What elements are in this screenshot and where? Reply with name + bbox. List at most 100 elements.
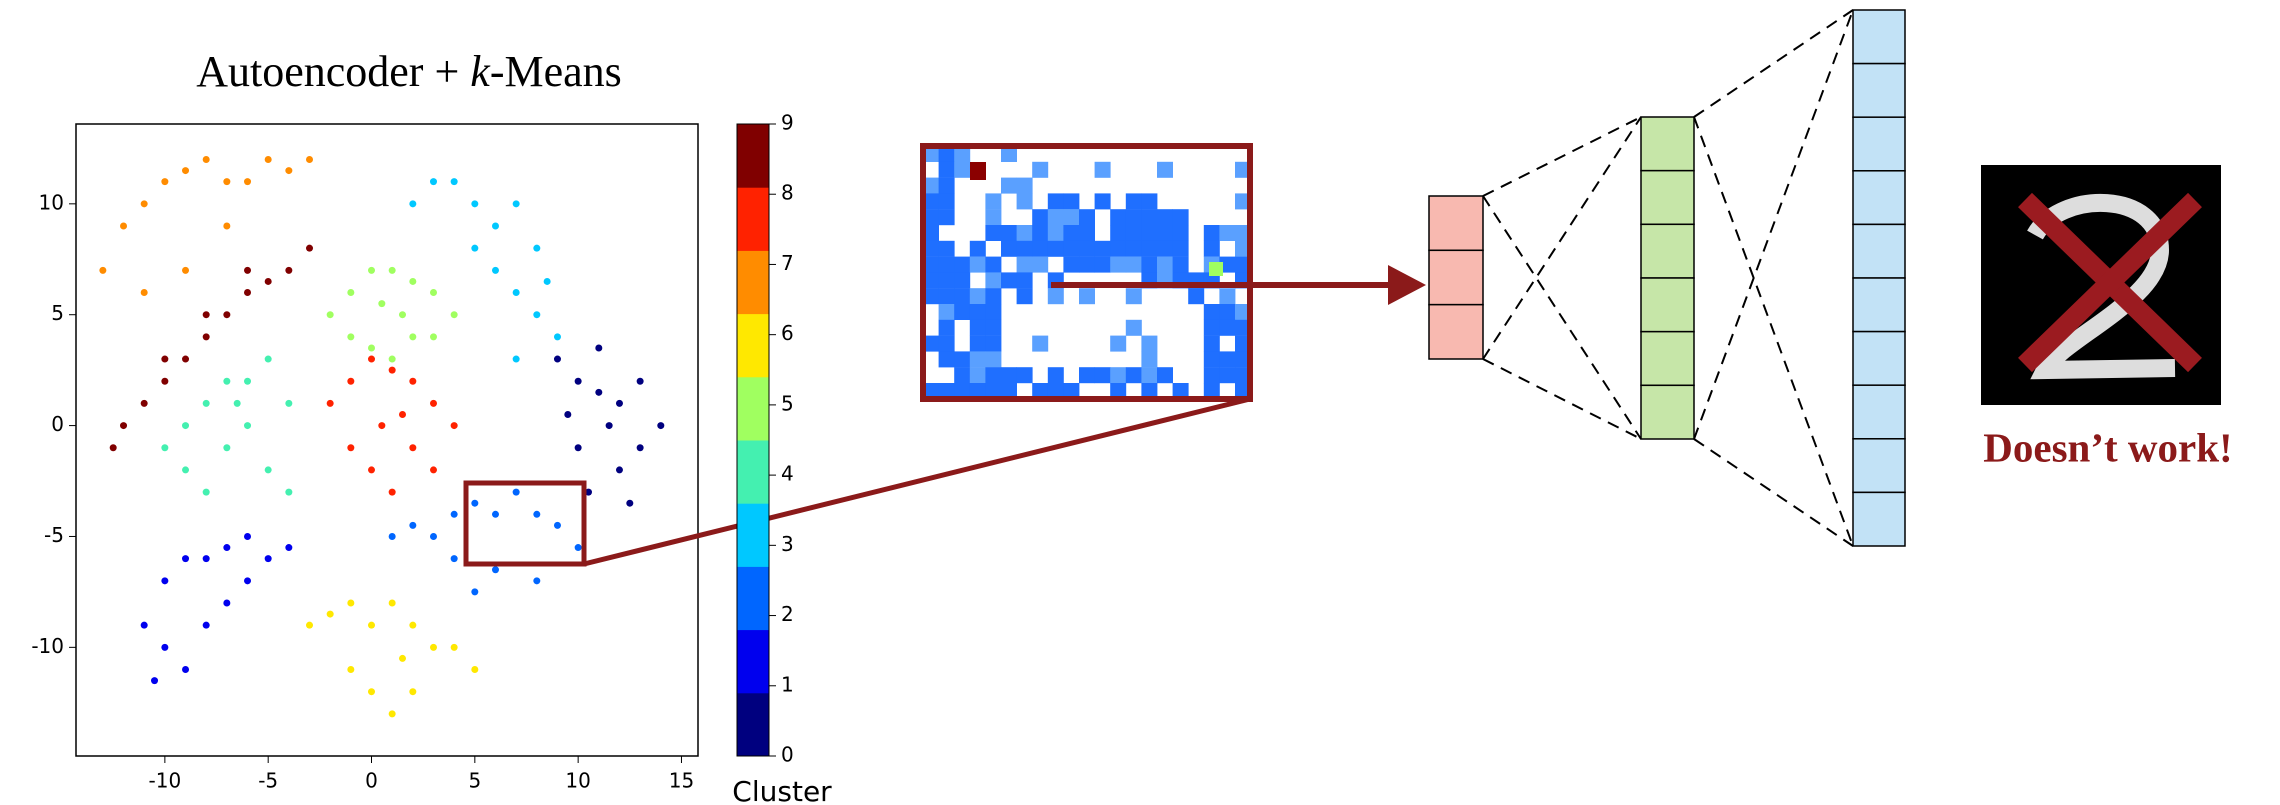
inset-pixel <box>954 288 971 305</box>
point <box>450 555 458 563</box>
y-tick-label: 5 <box>51 301 64 325</box>
inset-pixel <box>985 288 1002 305</box>
point <box>120 222 128 230</box>
neuron <box>1428 303 1484 360</box>
inset-pixel <box>1016 367 1033 384</box>
point <box>636 377 644 385</box>
point <box>409 521 417 529</box>
x-tick-label: -5 <box>258 769 278 793</box>
point <box>388 366 396 374</box>
inset-pixel <box>969 351 986 368</box>
inset-pixel <box>938 288 955 305</box>
inset-pixel <box>1079 288 1095 305</box>
colorbar-label: Cluster <box>732 775 832 805</box>
inset-pixel <box>1047 209 1064 226</box>
colorbar-band <box>737 250 769 315</box>
point <box>347 599 355 607</box>
colorbar-tick-label: 5 <box>781 391 794 415</box>
point <box>533 510 541 518</box>
point <box>595 344 603 352</box>
point <box>429 333 437 341</box>
point <box>636 444 644 452</box>
inset-pixel <box>1032 240 1049 257</box>
point <box>388 355 396 363</box>
neuron <box>1640 277 1695 333</box>
inset-pixel <box>1219 288 1236 305</box>
point <box>244 377 252 385</box>
inset-pixel <box>1157 209 1173 226</box>
inset-pixel <box>1001 383 1017 399</box>
inset-pixel <box>938 240 955 257</box>
point <box>512 355 520 363</box>
point <box>326 610 334 618</box>
colorbar-tick-label: 0 <box>781 743 794 767</box>
connection <box>1482 358 1642 440</box>
point <box>491 222 499 230</box>
point <box>429 178 437 186</box>
inset-pixel <box>923 225 939 241</box>
neuron <box>1852 170 1906 226</box>
inset-pixel <box>938 193 955 210</box>
inset-pixel <box>954 304 971 320</box>
point <box>409 377 417 385</box>
inset-pixel <box>1110 256 1127 273</box>
connection <box>1482 116 1642 360</box>
point <box>285 167 293 175</box>
inset-pixel <box>1141 209 1158 226</box>
inset-pixel <box>1079 240 1095 257</box>
inset-pixel <box>1141 225 1158 241</box>
inset-pixel <box>1063 193 1080 210</box>
point <box>512 200 520 208</box>
colorbar-band <box>737 124 769 188</box>
inset-pixel <box>1016 288 1033 305</box>
point <box>409 200 417 208</box>
point <box>182 666 190 674</box>
neuron <box>1640 223 1695 279</box>
x-tick-label: 15 <box>669 769 694 793</box>
inset-pixel <box>985 319 1002 336</box>
point <box>429 289 437 297</box>
point <box>429 532 437 540</box>
inset-pixel <box>938 161 955 178</box>
inset-pixel <box>923 209 939 226</box>
inset-pixel <box>1110 209 1127 226</box>
colorbar-band <box>737 629 769 694</box>
zoom-inset <box>923 146 1251 399</box>
neuron <box>1852 9 1906 65</box>
point <box>471 200 479 208</box>
inset-pixel <box>1032 225 1049 241</box>
inset-pixel <box>938 177 955 194</box>
inset-pixel <box>923 335 939 352</box>
neuron <box>1640 330 1695 387</box>
inset-pixel <box>923 288 939 305</box>
inset-pixel <box>1063 256 1080 273</box>
inset-pixel <box>1203 367 1220 384</box>
zoom-connector <box>583 396 1251 567</box>
inset-pixel <box>938 383 955 399</box>
inset-pixel <box>969 240 986 257</box>
inset-pixel <box>1172 240 1189 257</box>
colorbar-tick-label: 1 <box>781 672 794 696</box>
inset-pixel <box>1172 256 1189 273</box>
colorbar-tick-label: 9 <box>781 111 794 135</box>
inset-pixel <box>1016 225 1033 241</box>
point <box>244 178 252 186</box>
point <box>347 666 355 674</box>
point <box>388 599 396 607</box>
point <box>140 399 148 407</box>
inset-pixel <box>1016 240 1033 257</box>
point <box>244 266 252 274</box>
point <box>223 377 231 385</box>
digit-stroke <box>2027 193 2176 380</box>
neuron <box>1852 438 1906 494</box>
inset-pixel <box>938 209 955 226</box>
inset-pixel <box>923 177 939 194</box>
point <box>223 178 231 186</box>
colorbar-band <box>737 440 769 504</box>
point <box>244 577 252 585</box>
point <box>574 444 582 452</box>
inset-pixel <box>1125 240 1142 257</box>
point <box>151 677 159 685</box>
point <box>553 355 561 363</box>
inset-pixel <box>1141 383 1158 399</box>
